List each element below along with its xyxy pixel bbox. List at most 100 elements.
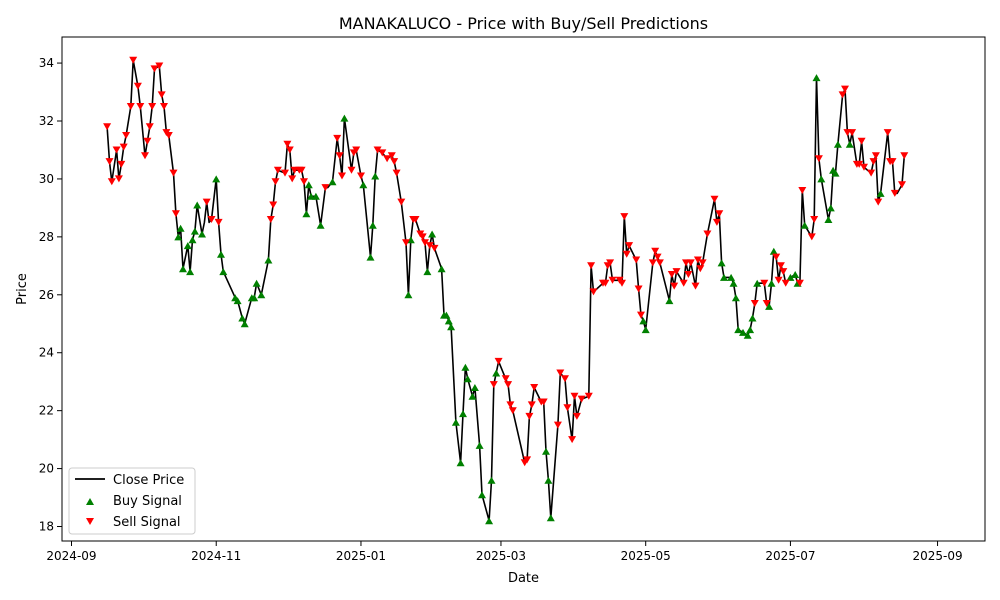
buy-signal-marker <box>428 230 437 238</box>
sell-signal-marker <box>686 259 695 267</box>
sell-signal-marker <box>411 216 420 223</box>
sell-signal-marker <box>691 282 700 290</box>
buy-signal-marker <box>179 265 187 273</box>
buy-signal-marker <box>456 459 465 467</box>
sell-signal-marker <box>577 395 586 403</box>
buy-signal-marker <box>748 314 757 322</box>
sell-signal-marker <box>779 268 788 276</box>
sell-signal-marker <box>105 158 114 166</box>
sell-signal-marker <box>869 158 878 166</box>
legend-sell-swatch <box>86 518 94 525</box>
legend-buy-swatch <box>86 498 94 505</box>
sell-signal-marker <box>143 137 152 145</box>
buy-signal-marker <box>478 491 486 499</box>
y-axis-ticks: 18 20 22 24 26 28 30 32 34 <box>39 56 62 534</box>
sell-signal-marker <box>637 311 645 319</box>
buy-signal-marker <box>544 476 553 484</box>
sell-signal-marker <box>606 259 615 267</box>
buy-signal-marker <box>800 221 809 229</box>
x-tick-label: 2024-09 <box>46 549 96 563</box>
buy-signal-marker <box>174 233 183 241</box>
sell-signal-marker <box>883 129 892 137</box>
sell-signal-marker <box>750 300 759 307</box>
sell-signal-marker <box>874 198 883 206</box>
buy-signal-marker <box>240 320 249 328</box>
x-tick-label: 2024-11 <box>191 549 241 563</box>
sell-signal-marker <box>570 392 579 400</box>
buy-signal-marker <box>193 201 202 209</box>
sell-signal-marker <box>494 357 503 365</box>
buy-signal-marker <box>487 476 496 484</box>
buy-signal-marker <box>720 273 728 281</box>
buy-signal-marker <box>639 317 648 325</box>
sell-signal-marker <box>898 181 906 189</box>
sell-signal-marker <box>568 436 577 444</box>
buy-signal-marker <box>404 291 413 299</box>
y-tick-label: 26 <box>39 288 54 302</box>
sell-signal-marker <box>281 169 289 177</box>
buy-signal-marker <box>459 410 467 418</box>
sell-signal-marker <box>425 242 434 250</box>
sell-signal-marker <box>587 262 596 270</box>
sell-signal-marker <box>269 201 278 209</box>
x-tick-label: 2025-03 <box>476 549 526 563</box>
sell-signal-marker <box>169 169 178 177</box>
sell-signal-marker <box>378 149 387 157</box>
buy-signal-marker <box>264 256 273 264</box>
y-tick-label: 18 <box>39 520 54 534</box>
buy-signal-marker <box>746 326 755 334</box>
plot-frame <box>61 36 986 542</box>
buy-signal-marker <box>727 273 736 281</box>
chart-title: MANAKALUCO - Price with Buy/Sell Predict… <box>339 14 708 33</box>
buy-signal-marker <box>731 294 740 302</box>
sell-signal-marker <box>672 268 681 276</box>
y-tick-label: 34 <box>39 56 54 70</box>
buy-signal-marker <box>734 326 743 334</box>
buy-signal-marker <box>190 227 199 235</box>
sell-signal-marker <box>523 456 532 464</box>
plot-area: 2024-09 2024-11 2025-01 2025-03 2025-05 2025-… <box>39 36 986 563</box>
sell-signal-marker <box>117 160 126 168</box>
sell-signal-marker <box>871 152 880 160</box>
sell-signal-marker <box>390 158 399 166</box>
buy-signal-marker <box>542 447 550 455</box>
buy-signal-marker <box>739 328 747 336</box>
buy-signal-marker <box>437 265 446 273</box>
sell-signal-marker <box>141 152 149 160</box>
sell-signal-marker <box>807 233 816 241</box>
buy-signal-marker <box>492 369 501 377</box>
sell-signal-marker <box>421 239 429 247</box>
sell-signal-marker <box>160 103 168 110</box>
sell-signal-marker <box>150 65 159 73</box>
buy-signal-marker <box>186 268 195 276</box>
sell-signal-marker <box>774 276 783 284</box>
y-tick-label: 22 <box>39 404 54 418</box>
sell-signal-marker <box>530 384 539 391</box>
sell-signal-marker <box>712 218 721 226</box>
buy-signal-marker <box>328 178 337 186</box>
buy-signal-marker <box>257 291 266 299</box>
buy-signal-marker <box>845 140 854 148</box>
sell-signal-marker <box>781 279 790 287</box>
buy-signal-marker <box>786 273 795 281</box>
sell-signal-marker <box>684 271 693 278</box>
buy-signal-marker <box>470 384 479 391</box>
sell-signal-marker <box>501 375 510 383</box>
buy-signal-marker <box>463 375 472 383</box>
sell-signal-marker <box>383 155 392 163</box>
buy-signal-marker <box>233 297 242 305</box>
sell-signal-marker <box>489 381 498 389</box>
sell-signal-marker <box>525 412 534 420</box>
sell-signal-marker <box>114 175 123 183</box>
sell-signal-marker <box>214 218 223 226</box>
sell-signal-marker <box>288 175 297 183</box>
buy-signal-marker <box>311 192 320 200</box>
sell-signal-marker <box>622 250 631 258</box>
legend-label-buy-signal: Buy Signal <box>113 494 182 509</box>
sell-signal-marker <box>589 288 598 296</box>
sell-signal-marker <box>112 146 121 154</box>
buy-signal-marker <box>359 181 368 189</box>
buy-signal-marker <box>442 311 451 319</box>
sell-signal-marker <box>171 210 180 218</box>
buy-signal-marker <box>340 114 349 122</box>
